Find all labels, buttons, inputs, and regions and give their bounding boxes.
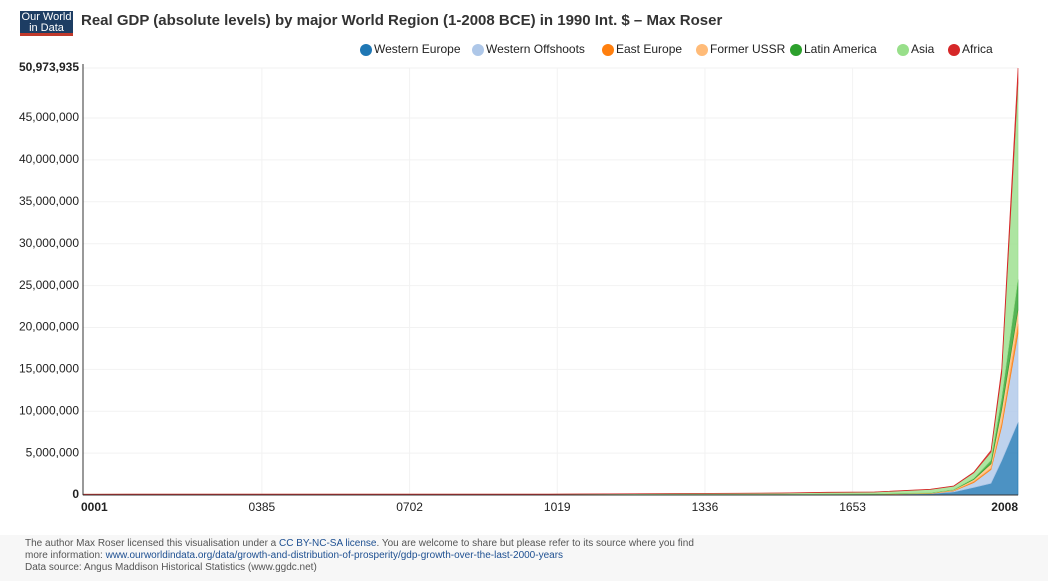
legend-marker (360, 44, 372, 56)
x-tick-label: 2008 (991, 500, 1018, 514)
x-tick-label: 1653 (839, 500, 866, 514)
y-tick-label: 40,000,000 (19, 152, 79, 166)
x-tick-label: 1336 (692, 500, 719, 514)
legend-label: Latin America (804, 42, 877, 56)
x-tick-label: 0702 (396, 500, 423, 514)
link[interactable]: CC BY-NC-SA license (279, 538, 377, 549)
legend-label: East Europe (616, 42, 682, 56)
legend-marker (696, 44, 708, 56)
logo-text: in Data (29, 22, 64, 34)
area (82, 309, 1019, 496)
legend-label: Western Europe (374, 42, 461, 56)
y-tick-label: 0 (72, 487, 79, 501)
logo[interactable]: Our World in Data (20, 11, 73, 36)
y-tick-label: 15,000,000 (19, 362, 79, 376)
chart-title: Real GDP (absolute levels) by major Worl… (81, 12, 723, 29)
area (82, 422, 1019, 496)
link[interactable]: www.ourworldindata.org/data/growth-and-d… (105, 550, 564, 561)
y-tick-label: 10,000,000 (19, 403, 79, 417)
area (82, 279, 1019, 496)
text: . You are welcome to share but please re… (25, 538, 694, 561)
legend-label: Western Offshoots (486, 42, 585, 56)
y-tick-label: 30,000,000 (19, 236, 79, 250)
y-tick-label: 5,000,000 (26, 445, 80, 459)
y-tick-label: 50,973,935 (19, 60, 79, 74)
chart: 0 5,000,000 10,000,000 15,000,000 20,000,000… (19, 42, 1019, 514)
area (82, 323, 1019, 496)
y-tick-label: 35,000,000 (19, 194, 79, 208)
source-text: Data source: Angus Maddison Historical S… (25, 562, 317, 573)
legend-marker (790, 44, 802, 56)
text: The author Max Roser licensed this visua… (25, 538, 280, 549)
logo-text: Our World (21, 11, 72, 23)
area (82, 67, 1019, 495)
legend-label: Asia (911, 42, 935, 56)
legend-marker (897, 44, 909, 56)
legend-marker (472, 44, 484, 56)
legend-label: Former USSR (710, 42, 786, 56)
area (82, 82, 1019, 496)
y-tick-label: 45,000,000 (19, 110, 79, 124)
x-tick-label: 1019 (544, 500, 571, 514)
x-tick-label: 0001 (81, 500, 108, 514)
x-tick-label: 0385 (249, 500, 276, 514)
y-tick-label: 20,000,000 (19, 320, 79, 334)
legend-marker (602, 44, 614, 56)
license-text: The author Max Roser licensed this visua… (25, 538, 695, 562)
footer: The author Max Roser licensed this visua… (0, 535, 1048, 581)
y-tick-label: 25,000,000 (19, 278, 79, 292)
legend-label: Africa (962, 42, 993, 56)
legend-marker (948, 44, 960, 56)
area (82, 333, 1019, 496)
